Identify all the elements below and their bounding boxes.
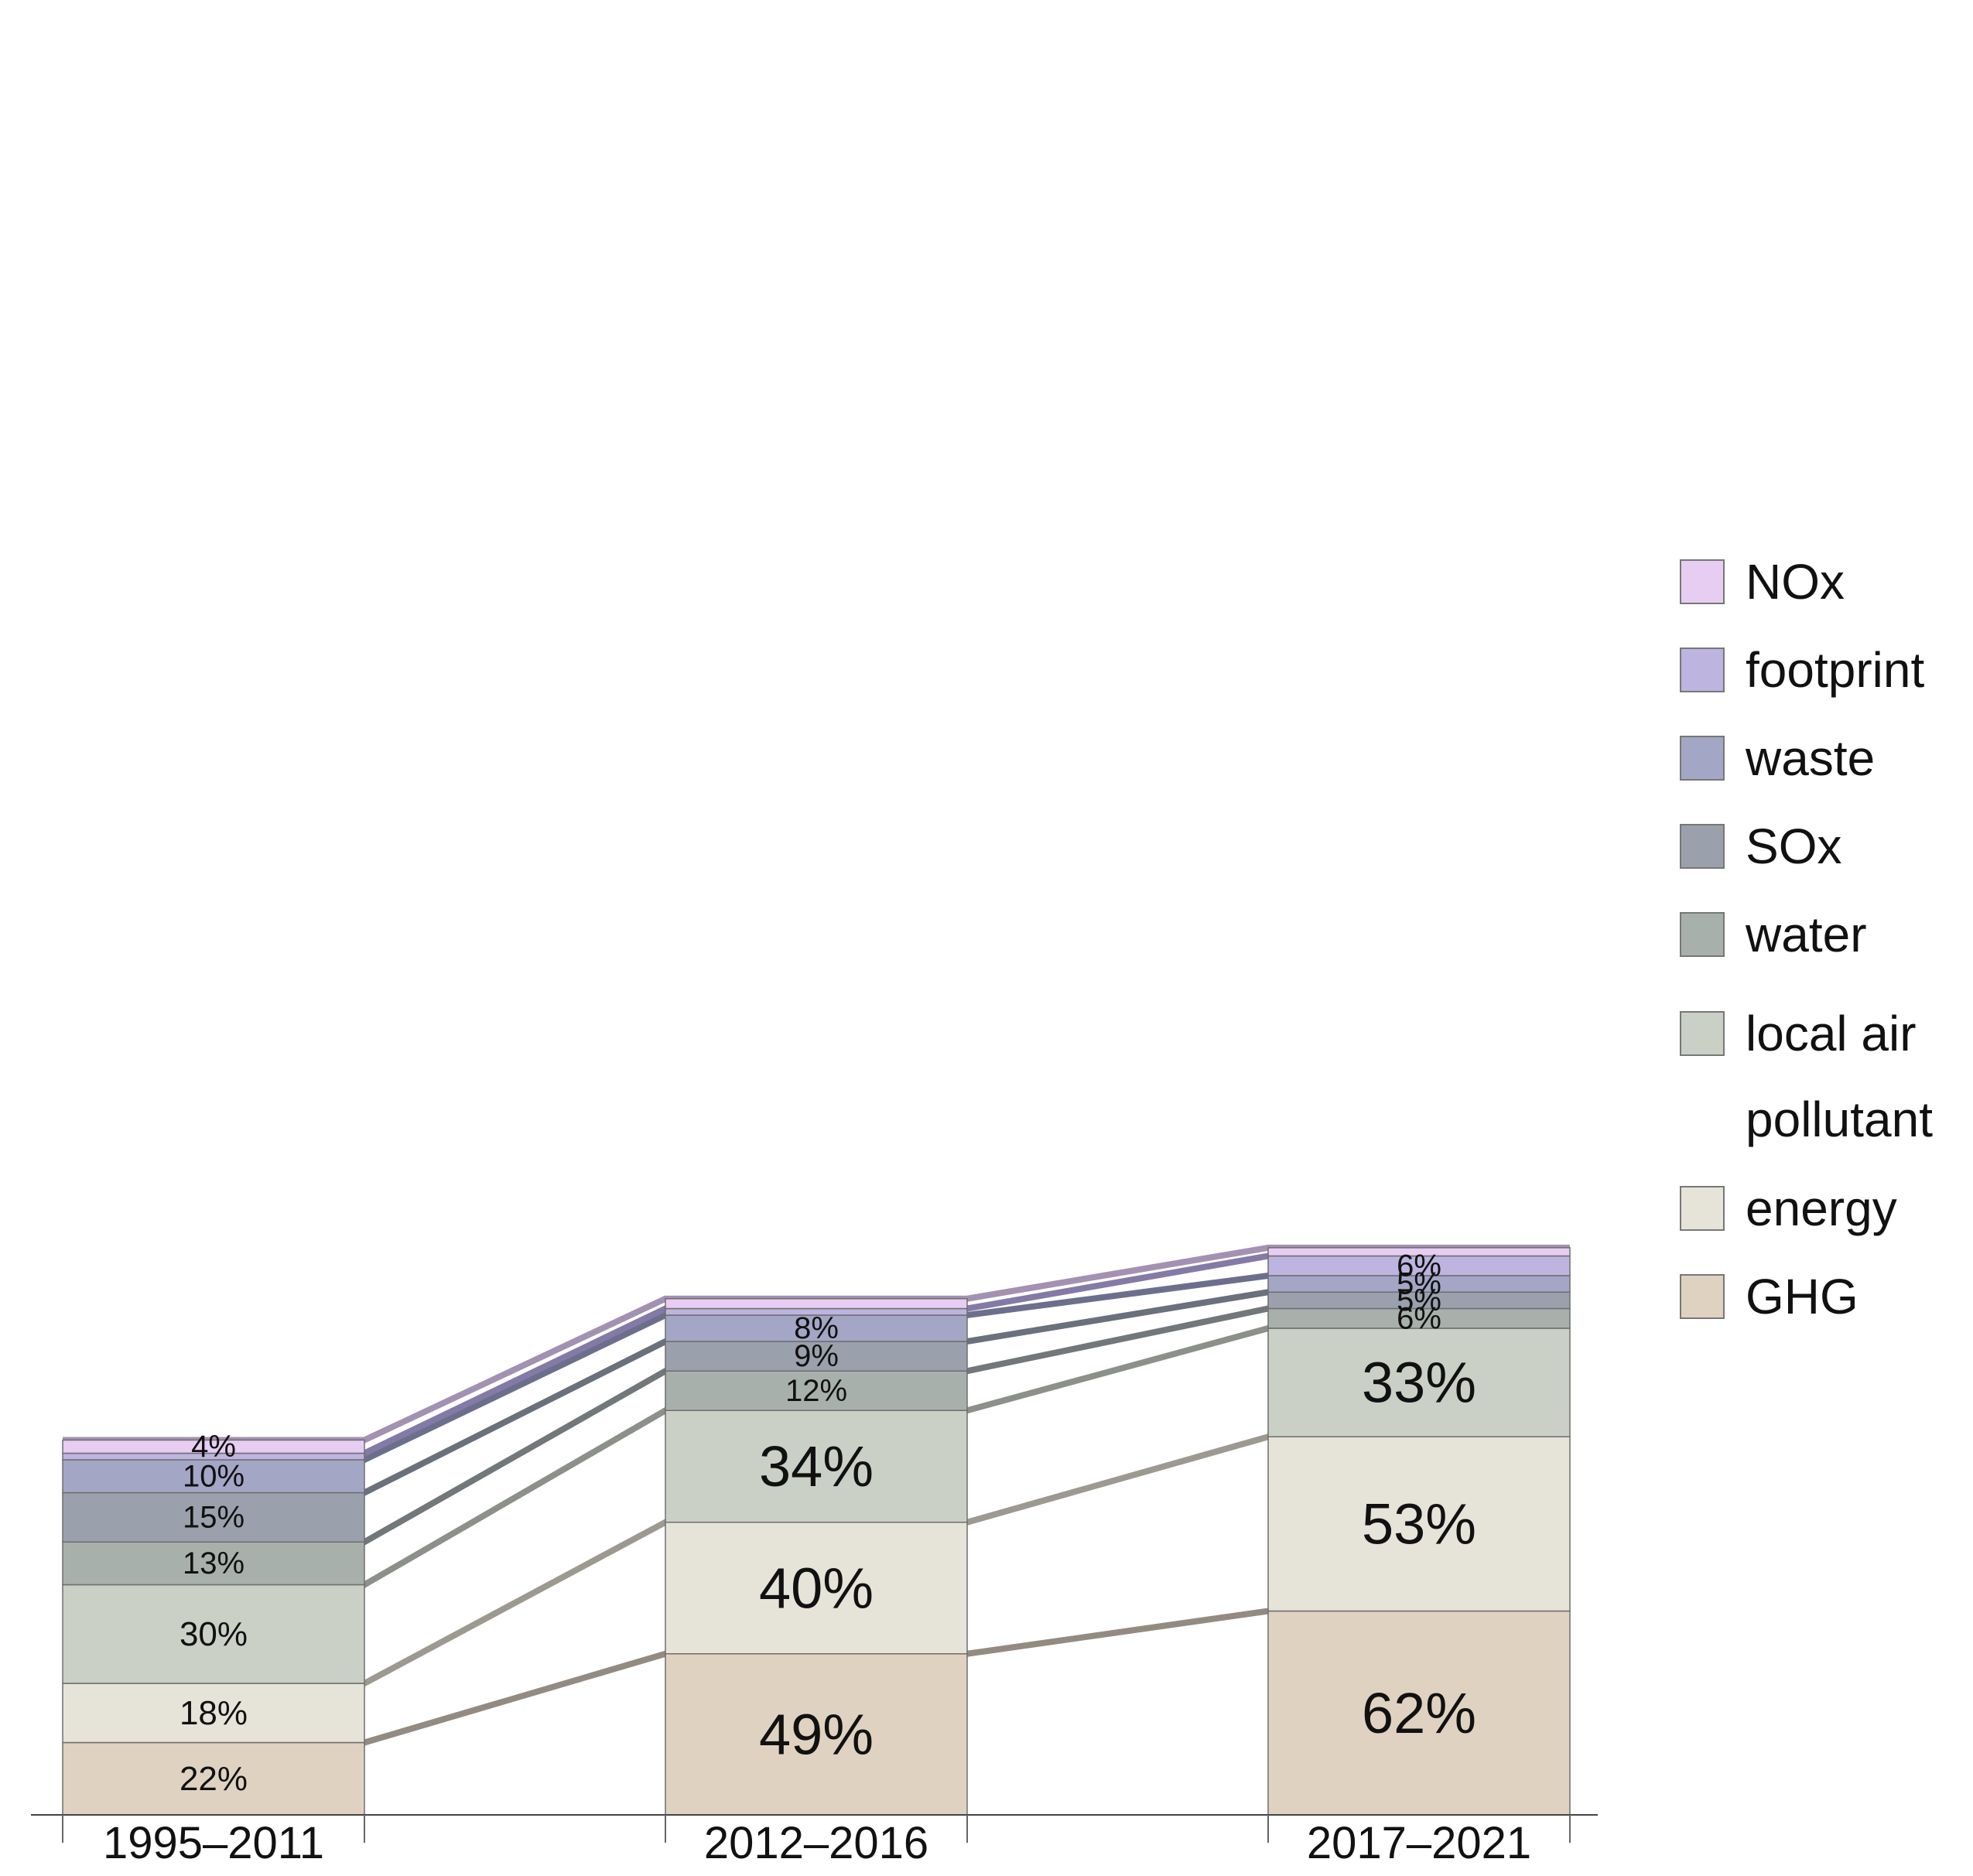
value-label-energy-1995-2011: 18% [180, 1694, 248, 1732]
bar-ghg-2017-2021 [1267, 1610, 1571, 1816]
legend-swatch-waste [1680, 736, 1725, 781]
legend-swatch-local-air-pollutant [1680, 1011, 1725, 1056]
legend: NOx footprint waste SOx water local air energy… [1680, 554, 1933, 1324]
value-label-water-1995-2011: 13% [183, 1546, 244, 1580]
bar-ghg-1995-2011 [62, 1741, 365, 1816]
value-label-sox-2017-2021: 5% [1397, 1283, 1441, 1317]
bar-waste-1995-2011 [62, 1459, 365, 1494]
legend-label-local-air-pollutant-line2: pollutant [1746, 1092, 1933, 1147]
x-tick-label-2012-2016: 2012–2016 [704, 1818, 928, 1868]
bar-energy-1995-2011 [62, 1683, 365, 1744]
bar-water-2012-2016 [665, 1370, 968, 1411]
value-label-energy-2017-2021: 53% [1362, 1492, 1476, 1556]
value-label-ghg-1995-2011: 22% [180, 1760, 248, 1798]
bar-local-air-pollutant-2017-2021 [1267, 1328, 1571, 1437]
bar-nox-1995-2011 [62, 1439, 365, 1454]
bar-sox-1995-2011 [62, 1492, 365, 1543]
value-label-sox-1995-2011: 15% [183, 1500, 244, 1534]
bar-energy-2017-2021 [1267, 1436, 1571, 1612]
value-label-energy-2012-2016: 40% [759, 1556, 874, 1620]
segment-value-labels: 22% 49% 62% 18% 40% 53% 30% 34% 33% 13% 12% 6% 15% 9%… [180, 1249, 1476, 1798]
bar-water-1995-2011 [62, 1541, 365, 1586]
value-label-local-air-pollutant-2012-2016: 34% [759, 1434, 874, 1498]
bar-energy-2012-2016 [665, 1522, 968, 1655]
value-label-sox-2012-2016: 9% [794, 1339, 839, 1373]
value-label-nox-1995-2011: 4% [191, 1430, 236, 1464]
value-label-ghg-2017-2021: 62% [1362, 1681, 1476, 1745]
value-label-footprint-2017-2021: 6% [1397, 1249, 1441, 1283]
bar-water-2017-2021 [1267, 1307, 1571, 1329]
x-tick-label-2017-2021: 2017–2021 [1307, 1818, 1531, 1868]
bar-nox-2017-2021 [1267, 1247, 1571, 1257]
bar-nox-2012-2016 [665, 1298, 968, 1310]
legend-label-nox: NOx [1746, 554, 1845, 610]
legend-label-ghg: GHG [1746, 1269, 1858, 1324]
x-tick-label-1995-2011: 1995–2011 [103, 1818, 324, 1868]
x-axis: 1995–2011 2012–2016 2017–2021 [31, 1814, 1598, 1868]
legend-swatch-sox [1680, 824, 1725, 869]
bar-waste-2012-2016 [665, 1314, 968, 1342]
legend-swatch-ghg [1680, 1274, 1725, 1319]
legend-swatch-energy [1680, 1186, 1725, 1231]
legend-swatch-water [1680, 912, 1725, 957]
value-label-water-2012-2016: 12% [785, 1374, 847, 1408]
legend-label-sox: SOx [1746, 818, 1841, 874]
value-label-local-air-pollutant-1995-2011: 30% [180, 1615, 248, 1653]
value-label-waste-1995-2011: 10% [183, 1459, 244, 1493]
legend-swatch-footprint [1680, 648, 1725, 692]
bar-local-air-pollutant-2012-2016 [665, 1410, 968, 1523]
bar-segments [62, 1247, 1571, 1816]
value-label-waste-2017-2021: 5% [1397, 1267, 1441, 1301]
value-label-ghg-2012-2016: 49% [759, 1702, 874, 1766]
value-label-local-air-pollutant-2017-2021: 33% [1362, 1351, 1476, 1415]
legend-label-footprint: footprint [1746, 642, 1924, 698]
value-label-water-2017-2021: 6% [1397, 1301, 1441, 1335]
legend-swatch-nox [1680, 559, 1725, 604]
bar-ghg-2012-2016 [665, 1653, 968, 1816]
value-label-waste-2012-2016: 8% [794, 1311, 839, 1345]
legend-label-waste: waste [1745, 730, 1875, 786]
legend-label-water: water [1745, 907, 1867, 962]
legend-label-energy: energy [1746, 1181, 1897, 1236]
legend-label-local-air-pollutant: local air [1746, 1006, 1917, 1061]
